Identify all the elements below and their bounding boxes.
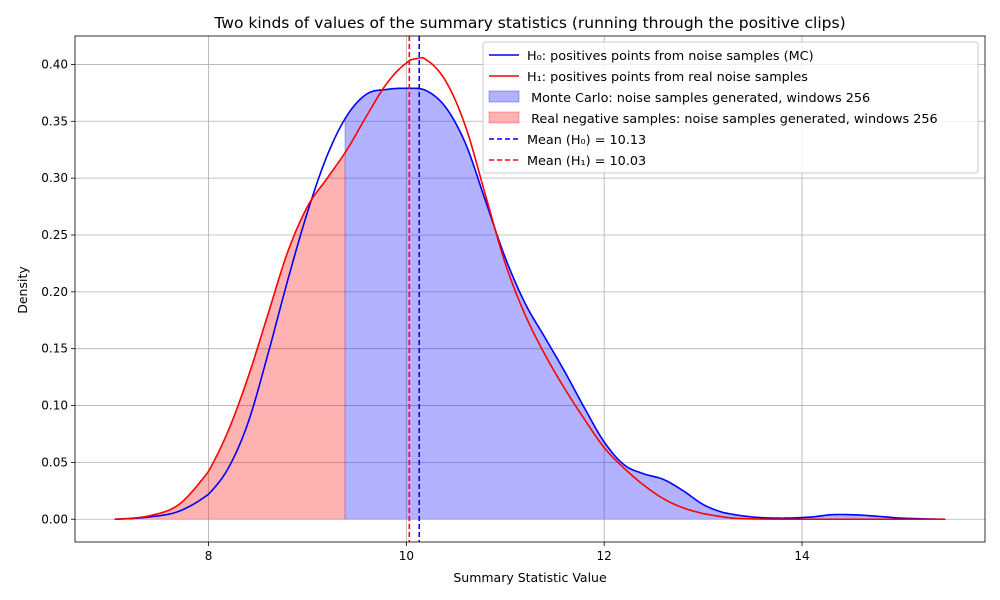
y-tick-label: 0.35 <box>41 114 68 128</box>
legend: H₀: positives points from noise samples … <box>482 41 979 174</box>
x-tick-label: 10 <box>399 549 414 563</box>
x-tick-label: 14 <box>794 549 809 563</box>
y-tick-label: 0.20 <box>41 285 68 299</box>
y-tick-label: 0.25 <box>41 228 68 242</box>
x-axis-label: Summary Statistic Value <box>453 570 607 585</box>
legend-mc-label: Monte Carlo: noise samples generated, wi… <box>527 91 870 106</box>
y-tick-label: 0.40 <box>41 57 68 71</box>
legend-box <box>482 41 979 174</box>
legend-mc-swatch <box>488 90 520 103</box>
y-tick-label: 0.10 <box>41 399 68 413</box>
legend-mean-h0-label: Mean (H₀) = 10.13 <box>527 133 646 148</box>
legend-real-swatch <box>488 111 520 124</box>
h0-density-line <box>114 87 946 521</box>
y-tick-label: 0.05 <box>41 455 68 469</box>
legend-h1-label: H₁: positives points from real noise sam… <box>527 70 808 85</box>
y-tick-label: 0.15 <box>41 342 68 356</box>
legend-real-label: Real negative samples: noise samples gen… <box>527 112 938 127</box>
legend-mean-h1-label: Mean (H₁) = 10.03 <box>527 154 646 169</box>
real-negative-fill <box>114 152 346 520</box>
fill-areas <box>114 88 946 520</box>
y-axis-ticks: 0.00 0.05 0.10 0.15 0.20 0.25 0.30 0.35 0.40 <box>41 57 75 526</box>
h1-density-line <box>114 56 946 521</box>
series-lines <box>114 56 946 521</box>
y-tick-label: 0.30 <box>41 171 68 185</box>
x-tick-label: 8 <box>205 549 213 563</box>
y-axis-label: Density <box>15 266 30 314</box>
x-tick-label: 12 <box>597 549 612 563</box>
legend-h0-label: H₀: positives points from noise samples … <box>527 49 814 64</box>
chart-title: Two kinds of values of the summary stati… <box>213 14 845 32</box>
x-axis-ticks: 8 10 12 14 <box>205 542 810 563</box>
monte-carlo-fill <box>345 88 946 520</box>
mean-lines <box>408 36 421 542</box>
y-tick-label: 0.00 <box>41 512 68 526</box>
plot-frame <box>74 35 986 543</box>
